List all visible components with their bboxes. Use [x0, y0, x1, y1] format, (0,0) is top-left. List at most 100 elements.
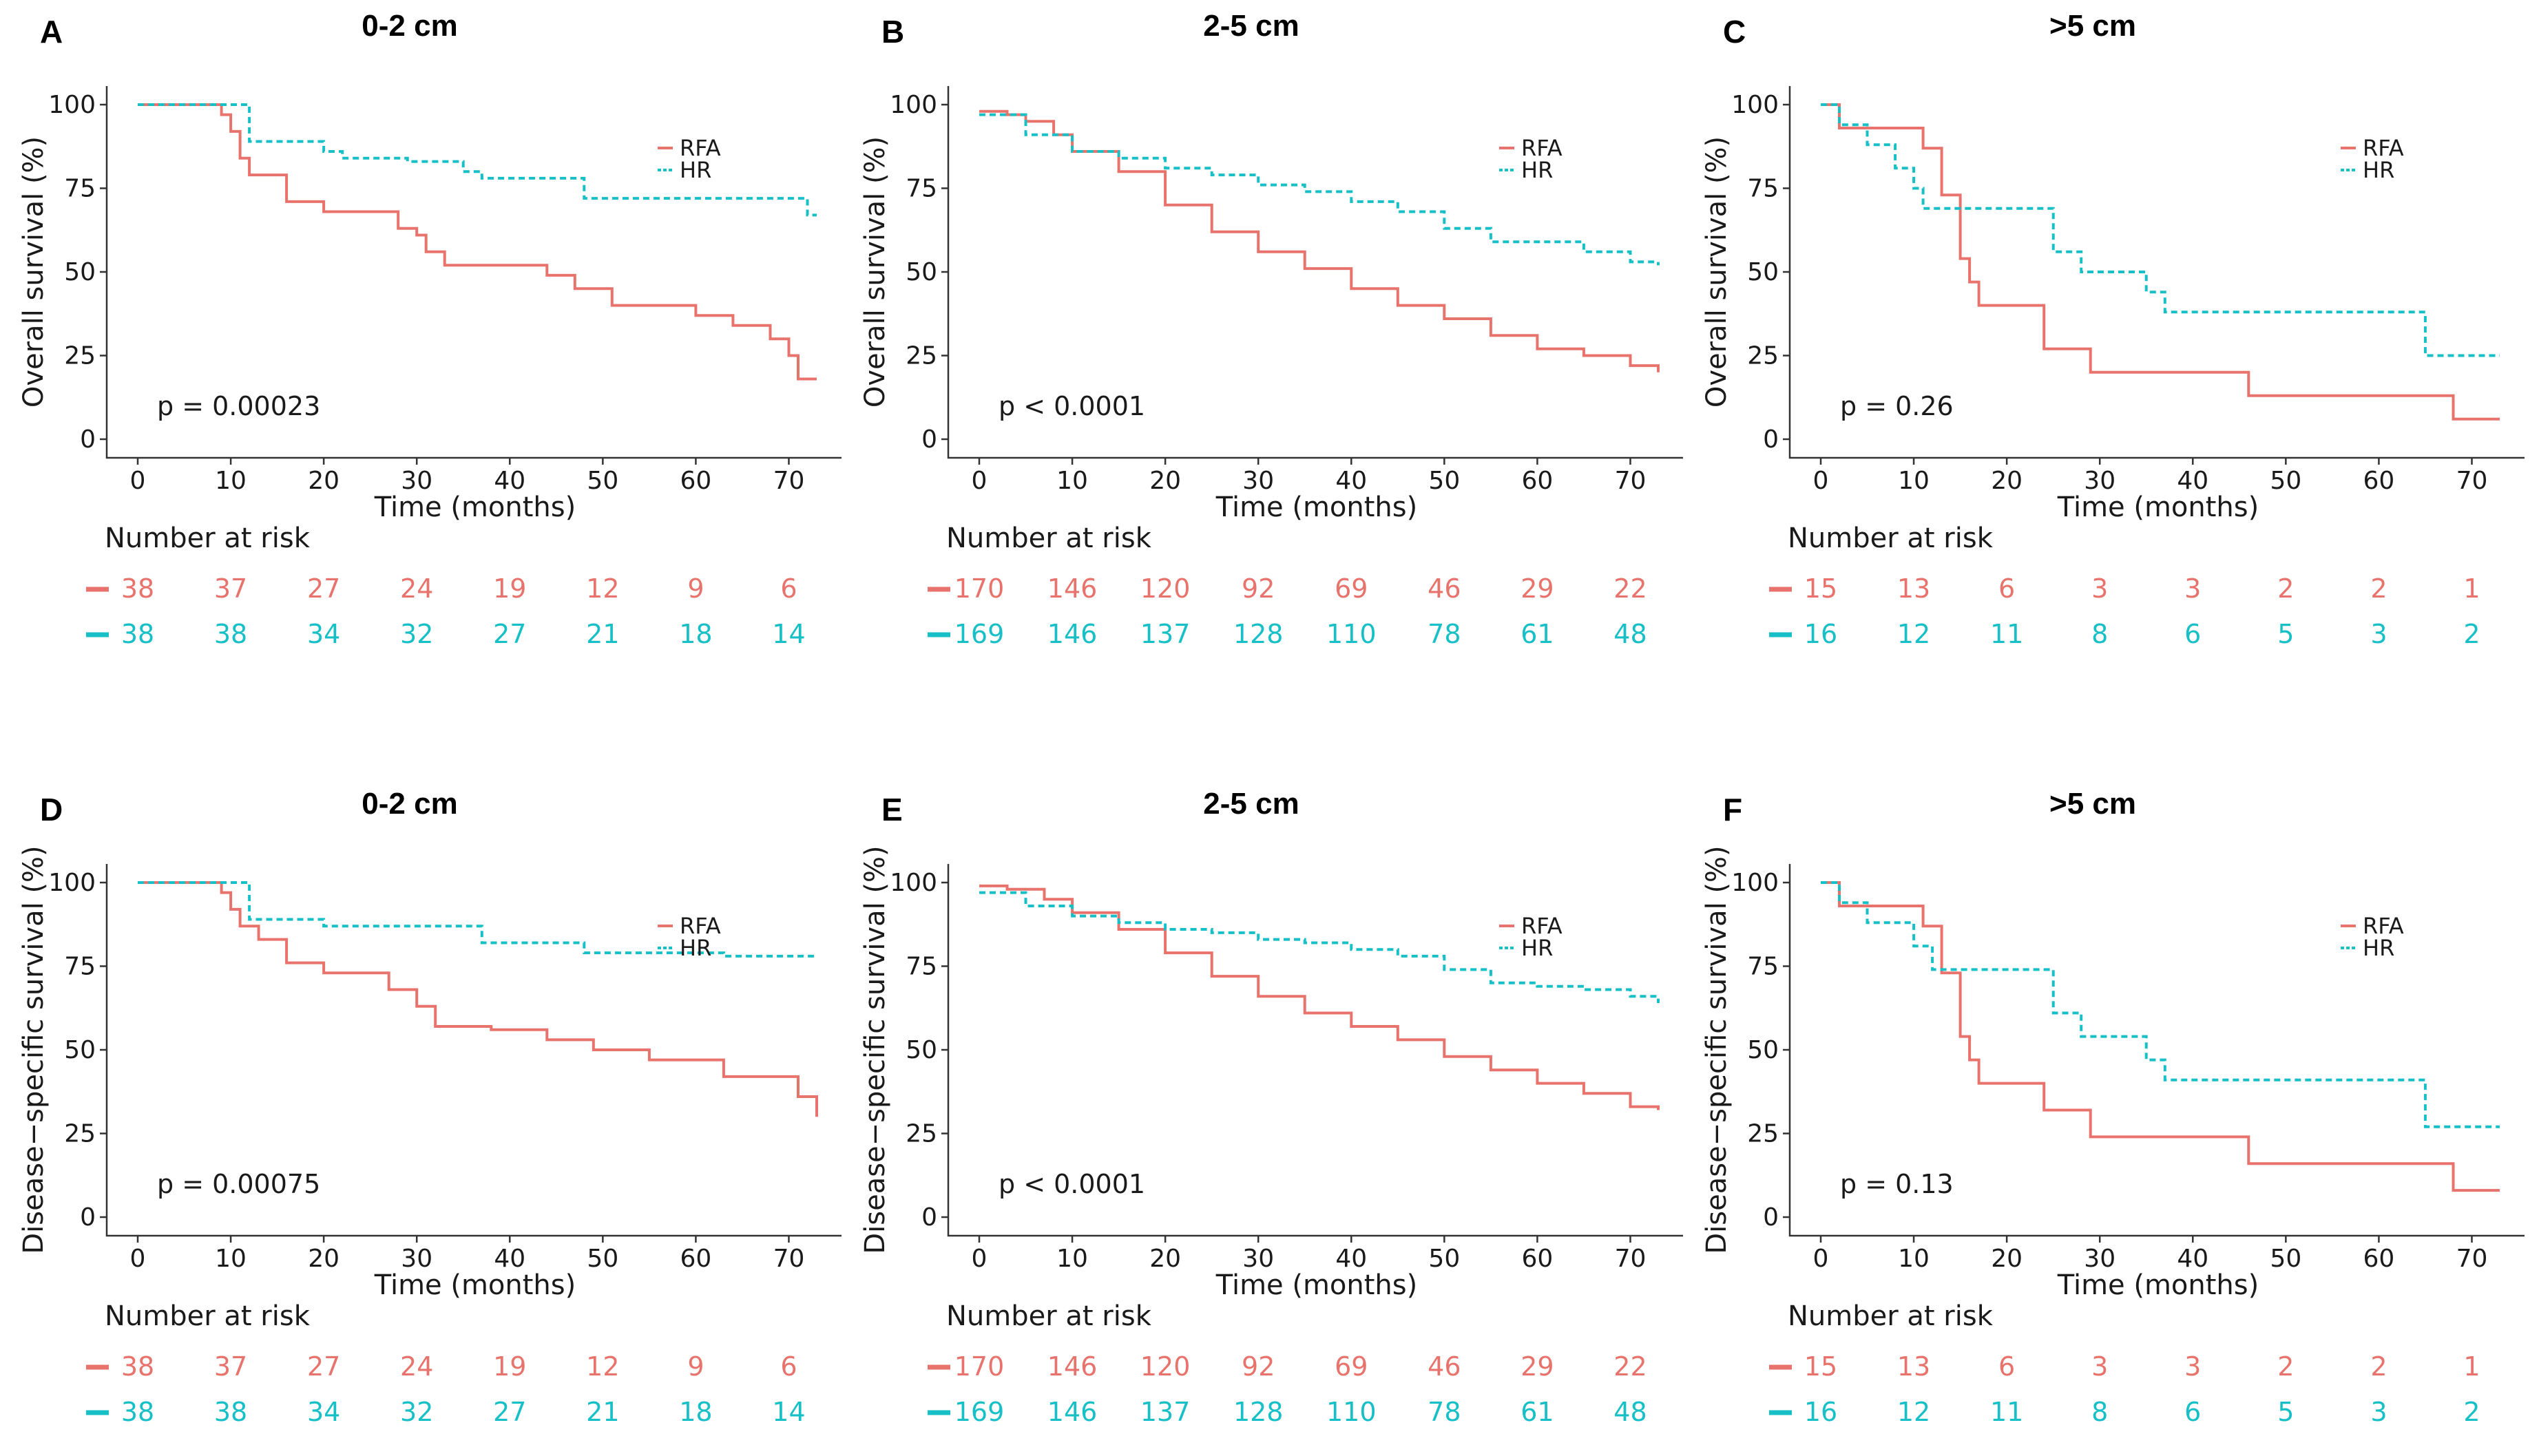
p-value: p = 0.26 [1840, 391, 1954, 421]
x-tick-label: 0 [130, 1245, 146, 1273]
y-tick-label: 25 [906, 342, 937, 370]
risk-count-hr: 27 [493, 619, 526, 649]
risk-count-hr: 78 [1428, 619, 1461, 649]
panel-title: >5 cm [2049, 787, 2136, 821]
y-tick-label: 0 [921, 425, 937, 454]
risk-count-hr: 48 [1613, 619, 1647, 649]
risk-count-rfa: 12 [586, 573, 619, 604]
x-tick-label: 10 [215, 467, 247, 495]
risk-count-hr: 5 [2277, 1397, 2294, 1427]
x-tick-label: 20 [308, 1245, 339, 1273]
x-tick-label: 50 [587, 1245, 618, 1273]
panel-letter: D [40, 792, 63, 827]
risk-count-hr: 2 [2463, 1397, 2480, 1427]
y-axis-title: Overall survival (%) [1701, 136, 1733, 408]
axis-frame [105, 86, 842, 459]
risk-count-rfa: 6 [780, 573, 797, 604]
risk-count-rfa: 15 [1804, 573, 1837, 604]
p-value: p < 0.0001 [999, 1169, 1145, 1199]
risk-table-title: Number at risk [105, 523, 311, 554]
risk-count-rfa: 46 [1428, 1351, 1461, 1382]
risk-count-rfa: 38 [121, 1351, 154, 1382]
panel-title: 0-2 cm [362, 9, 457, 43]
y-tick-label: 75 [906, 953, 937, 981]
risk-count-rfa: 3 [2091, 1351, 2108, 1382]
y-tick-label: 25 [1747, 1120, 1779, 1148]
y-tick-label: 75 [64, 953, 96, 981]
risk-count-hr: 146 [1047, 1397, 1098, 1427]
panel-e: E 2-5 cm 0 25 50 75 100 0 10 20 30 40 50 60 70 Time (mo… [859, 787, 1683, 1427]
x-axis-title: Time (months) [374, 1269, 576, 1301]
x-tick-label: 60 [1522, 467, 1554, 495]
series-line-rfa [1821, 103, 2500, 421]
x-tick-label: 70 [2456, 1245, 2488, 1273]
risk-table-title: Number at risk [1788, 523, 1994, 554]
p-value: p = 0.13 [1840, 1169, 1954, 1199]
series-line-rfa [979, 109, 1660, 372]
risk-count-rfa: 146 [1047, 1351, 1098, 1382]
risk-table-title: Number at risk [946, 1300, 1152, 1332]
risk-count-rfa: 146 [1047, 573, 1098, 604]
y-axis-title: Disease−specific survival (%) [18, 845, 50, 1254]
risk-count-rfa: 29 [1521, 573, 1554, 604]
risk-count-rfa: 92 [1242, 573, 1275, 604]
x-tick-label: 0 [1813, 1245, 1829, 1273]
series-line-hr [1821, 881, 2500, 1128]
risk-count-rfa: 120 [1140, 573, 1191, 604]
axis-frame [1788, 86, 2525, 459]
series-line-rfa [138, 103, 817, 381]
risk-count-hr: 2 [2463, 619, 2480, 649]
risk-count-hr: 6 [2184, 619, 2201, 649]
risk-count-rfa: 46 [1428, 573, 1461, 604]
risk-count-rfa: 6 [1998, 1351, 2015, 1382]
panel-letter: E [881, 792, 903, 827]
x-tick-label: 70 [2456, 467, 2488, 495]
y-tick-label: 100 [48, 91, 96, 119]
x-tick-label: 60 [2363, 1245, 2395, 1273]
y-tick-label: 50 [64, 1036, 96, 1064]
series-line-hr [138, 103, 817, 217]
x-tick-label: 40 [1335, 467, 1367, 495]
risk-count-rfa: 170 [954, 573, 1005, 604]
y-tick-label: 75 [906, 175, 937, 203]
x-tick-label: 60 [1522, 1245, 1554, 1273]
x-tick-label: 10 [1898, 1245, 1930, 1273]
risk-count-hr: 27 [493, 1397, 526, 1427]
x-tick-label: 40 [494, 467, 525, 495]
p-value: p < 0.0001 [999, 391, 1145, 421]
x-tick-label: 50 [1428, 1245, 1460, 1273]
risk-count-rfa: 24 [400, 1351, 433, 1382]
risk-count-rfa: 19 [493, 1351, 526, 1382]
x-axis-title: Time (months) [374, 492, 576, 523]
risk-count-hr: 61 [1521, 619, 1554, 649]
x-tick-label: 30 [1242, 1245, 1274, 1273]
panel-b: B 2-5 cm 0 25 50 75 100 0 10 20 30 40 50 60 70 Time (mo… [859, 9, 1683, 649]
x-tick-label: 30 [2084, 1245, 2115, 1273]
x-tick-label: 40 [2177, 467, 2208, 495]
risk-count-rfa: 2 [2277, 573, 2294, 604]
y-tick-label: 0 [921, 1203, 937, 1232]
x-tick-label: 60 [680, 1245, 712, 1273]
risk-count-rfa: 19 [493, 573, 526, 604]
y-tick-label: 50 [1747, 1036, 1779, 1064]
risk-count-hr: 18 [679, 619, 712, 649]
risk-count-rfa: 12 [586, 1351, 619, 1382]
legend-label-hr: HR [1521, 157, 1553, 183]
axis-frame [105, 864, 842, 1237]
x-tick-label: 20 [308, 467, 339, 495]
y-tick-label: 0 [80, 425, 96, 454]
risk-count-hr: 11 [1990, 1397, 2023, 1427]
x-tick-label: 0 [972, 1245, 988, 1273]
panel-letter: B [881, 14, 904, 50]
y-tick-label: 75 [1747, 953, 1779, 981]
y-axis-title: Overall survival (%) [859, 136, 891, 408]
risk-count-rfa: 9 [687, 573, 704, 604]
legend-label-hr: HR [2363, 157, 2394, 183]
y-axis-title: Disease−specific survival (%) [859, 845, 891, 1254]
risk-count-hr: 16 [1804, 1397, 1837, 1427]
risk-count-hr: 34 [307, 1397, 340, 1427]
x-tick-label: 70 [773, 467, 805, 495]
risk-count-rfa: 22 [1613, 573, 1647, 604]
